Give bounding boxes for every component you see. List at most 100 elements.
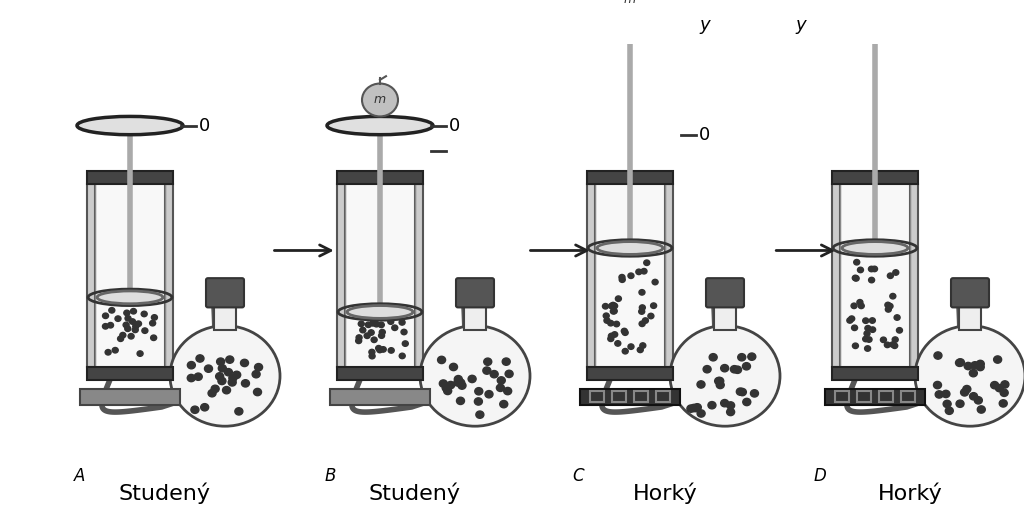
- Circle shape: [628, 344, 634, 349]
- Circle shape: [450, 363, 458, 370]
- Circle shape: [697, 381, 705, 388]
- Circle shape: [641, 268, 647, 274]
- Bar: [80, 389, 180, 405]
- Circle shape: [650, 303, 656, 308]
- Circle shape: [748, 353, 756, 360]
- Bar: [665, 184, 673, 367]
- Circle shape: [742, 363, 751, 370]
- Circle shape: [109, 308, 115, 313]
- Circle shape: [737, 353, 745, 361]
- Circle shape: [102, 313, 109, 319]
- Circle shape: [152, 314, 158, 320]
- Bar: [587, 367, 673, 380]
- Circle shape: [888, 273, 893, 279]
- Circle shape: [483, 367, 490, 374]
- Circle shape: [476, 411, 484, 418]
- Circle shape: [420, 326, 530, 426]
- Circle shape: [442, 384, 451, 391]
- Circle shape: [670, 326, 780, 426]
- Ellipse shape: [822, 16, 928, 34]
- Text: 0: 0: [449, 116, 460, 134]
- Circle shape: [733, 366, 741, 373]
- Circle shape: [849, 316, 855, 322]
- Circle shape: [742, 398, 751, 406]
- Circle shape: [943, 400, 951, 407]
- Circle shape: [365, 333, 370, 339]
- Circle shape: [217, 358, 224, 365]
- Circle shape: [366, 322, 372, 327]
- Circle shape: [652, 279, 658, 285]
- Circle shape: [934, 381, 941, 389]
- Circle shape: [640, 343, 646, 348]
- Circle shape: [620, 277, 626, 283]
- Circle shape: [623, 348, 629, 354]
- Circle shape: [995, 384, 1004, 392]
- Circle shape: [356, 335, 362, 340]
- Bar: [831, 184, 840, 367]
- Circle shape: [871, 266, 878, 272]
- Circle shape: [864, 346, 870, 351]
- Circle shape: [124, 310, 130, 315]
- Circle shape: [687, 405, 695, 412]
- FancyBboxPatch shape: [456, 278, 494, 307]
- Ellipse shape: [347, 306, 413, 319]
- Circle shape: [377, 347, 383, 353]
- Ellipse shape: [577, 16, 683, 34]
- Bar: [587, 184, 595, 367]
- Circle shape: [868, 278, 874, 283]
- Bar: [95, 184, 165, 367]
- Circle shape: [485, 390, 493, 398]
- Text: Studený: Studený: [369, 482, 461, 504]
- Bar: [831, 171, 918, 184]
- Bar: [345, 184, 415, 367]
- Bar: [612, 391, 626, 402]
- Circle shape: [392, 325, 397, 330]
- Circle shape: [639, 290, 645, 295]
- Circle shape: [708, 402, 716, 409]
- Circle shape: [611, 332, 617, 337]
- Circle shape: [150, 321, 156, 326]
- Bar: [330, 389, 430, 405]
- Circle shape: [211, 385, 219, 392]
- Circle shape: [751, 390, 759, 397]
- Circle shape: [639, 305, 645, 310]
- Circle shape: [187, 362, 196, 369]
- Circle shape: [611, 308, 617, 314]
- Circle shape: [961, 389, 969, 396]
- Circle shape: [458, 382, 466, 389]
- Circle shape: [614, 341, 621, 346]
- Circle shape: [369, 330, 374, 336]
- Circle shape: [388, 319, 394, 324]
- Circle shape: [254, 388, 261, 396]
- Circle shape: [956, 400, 964, 407]
- Circle shape: [142, 328, 147, 333]
- Circle shape: [854, 260, 860, 265]
- Circle shape: [187, 374, 196, 382]
- Bar: [415, 184, 423, 367]
- Circle shape: [636, 269, 642, 274]
- Text: y: y: [796, 16, 806, 34]
- Circle shape: [115, 316, 121, 321]
- Circle shape: [130, 308, 136, 314]
- Circle shape: [965, 362, 972, 370]
- Circle shape: [123, 322, 129, 328]
- Bar: [879, 391, 893, 402]
- Circle shape: [358, 321, 365, 327]
- Circle shape: [483, 358, 492, 365]
- Circle shape: [604, 318, 610, 323]
- Circle shape: [610, 302, 616, 308]
- Circle shape: [890, 342, 896, 347]
- Circle shape: [120, 332, 126, 338]
- Circle shape: [611, 303, 617, 309]
- Text: C: C: [572, 467, 584, 485]
- Circle shape: [993, 356, 1001, 363]
- Circle shape: [474, 398, 482, 405]
- Circle shape: [401, 329, 407, 335]
- Circle shape: [615, 296, 622, 302]
- Circle shape: [439, 380, 447, 387]
- Circle shape: [610, 308, 616, 314]
- Bar: [87, 367, 173, 380]
- Bar: [464, 303, 486, 330]
- Circle shape: [437, 356, 445, 364]
- Circle shape: [379, 329, 385, 335]
